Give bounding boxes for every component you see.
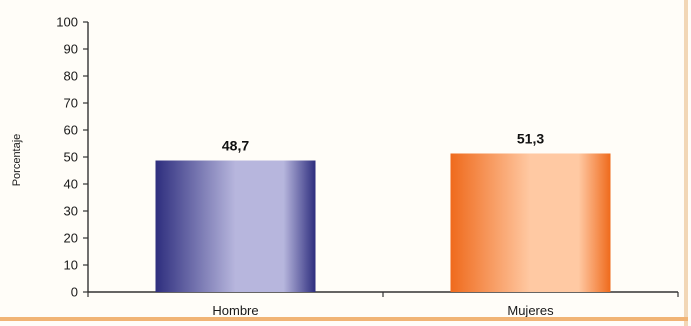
y-tick-label: 60 — [64, 123, 78, 138]
y-tick-label: 80 — [64, 69, 78, 84]
y-tick-label: 20 — [64, 231, 78, 246]
frame-border-right — [684, 0, 688, 326]
category-label-mujeres: Mujeres — [507, 303, 554, 318]
y-tick-label: 90 — [64, 42, 78, 57]
y-tick-label: 50 — [64, 150, 78, 165]
bar-mujeres — [450, 153, 611, 292]
data-label-mujeres: 51,3 — [517, 130, 544, 146]
y-tick-label: 0 — [71, 285, 78, 300]
frame-border-bottom — [0, 317, 688, 321]
labels: 48,7 Hombre 51,3 Mujeres — [212, 130, 554, 318]
y-tick-label: 100 — [56, 15, 78, 30]
y-tick-label: 30 — [64, 204, 78, 219]
y-tick-label: 70 — [64, 96, 78, 111]
bar-hombre — [155, 160, 316, 292]
y-tick-label: 40 — [64, 177, 78, 192]
y-tick-label: 10 — [64, 258, 78, 273]
y-axis-title: Porcentaje — [11, 134, 23, 187]
data-label-hombre: 48,7 — [222, 138, 249, 154]
bars — [155, 153, 611, 292]
category-label-hombre: Hombre — [212, 303, 258, 318]
